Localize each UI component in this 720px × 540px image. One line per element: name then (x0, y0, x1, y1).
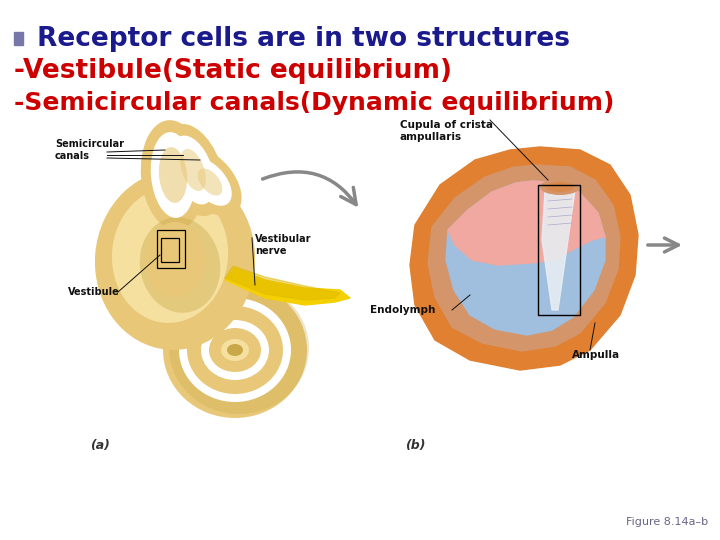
Ellipse shape (171, 136, 215, 205)
Text: Figure 8.14a–b: Figure 8.14a–b (626, 517, 708, 527)
Text: -Semicircular canals(Dynamic equilibrium): -Semicircular canals(Dynamic equilibrium… (14, 91, 614, 115)
Bar (14, 32, 23, 45)
Polygon shape (225, 268, 350, 305)
Bar (157, 230, 185, 268)
Ellipse shape (221, 339, 249, 361)
Ellipse shape (145, 222, 205, 298)
Text: Receptor cells are in two structures: Receptor cells are in two structures (28, 26, 570, 52)
Text: (a): (a) (90, 438, 110, 451)
Polygon shape (410, 147, 638, 370)
Ellipse shape (140, 217, 220, 313)
Bar (538, 185, 580, 315)
Text: Semicircular
canals: Semicircular canals (55, 139, 124, 161)
Ellipse shape (112, 187, 228, 323)
Polygon shape (542, 190, 575, 310)
Text: Endolymph: Endolymph (370, 305, 436, 315)
Polygon shape (225, 266, 340, 300)
Text: Vestibule: Vestibule (68, 287, 120, 297)
Ellipse shape (180, 149, 206, 191)
Ellipse shape (197, 168, 222, 195)
Ellipse shape (188, 158, 232, 206)
Polygon shape (446, 181, 605, 335)
Ellipse shape (209, 328, 261, 372)
Polygon shape (448, 181, 605, 265)
Polygon shape (428, 165, 620, 351)
Ellipse shape (187, 306, 283, 394)
Ellipse shape (150, 132, 195, 218)
Ellipse shape (179, 298, 291, 402)
Ellipse shape (141, 120, 205, 230)
Ellipse shape (159, 147, 187, 203)
Ellipse shape (162, 124, 224, 216)
Text: Cupula of crista
ampullaris: Cupula of crista ampullaris (400, 120, 493, 141)
Ellipse shape (169, 282, 309, 414)
Ellipse shape (201, 320, 269, 380)
Ellipse shape (540, 179, 580, 195)
Ellipse shape (546, 182, 574, 192)
Ellipse shape (163, 282, 307, 418)
Text: (b): (b) (405, 438, 426, 451)
Ellipse shape (179, 148, 242, 217)
Ellipse shape (227, 344, 243, 356)
Bar (161, 238, 179, 262)
Ellipse shape (95, 170, 255, 350)
Text: Vestibular
nerve: Vestibular nerve (255, 234, 312, 256)
Text: Ampulla: Ampulla (572, 350, 620, 360)
Text: -Vestibule(Static equilibrium): -Vestibule(Static equilibrium) (14, 58, 452, 84)
